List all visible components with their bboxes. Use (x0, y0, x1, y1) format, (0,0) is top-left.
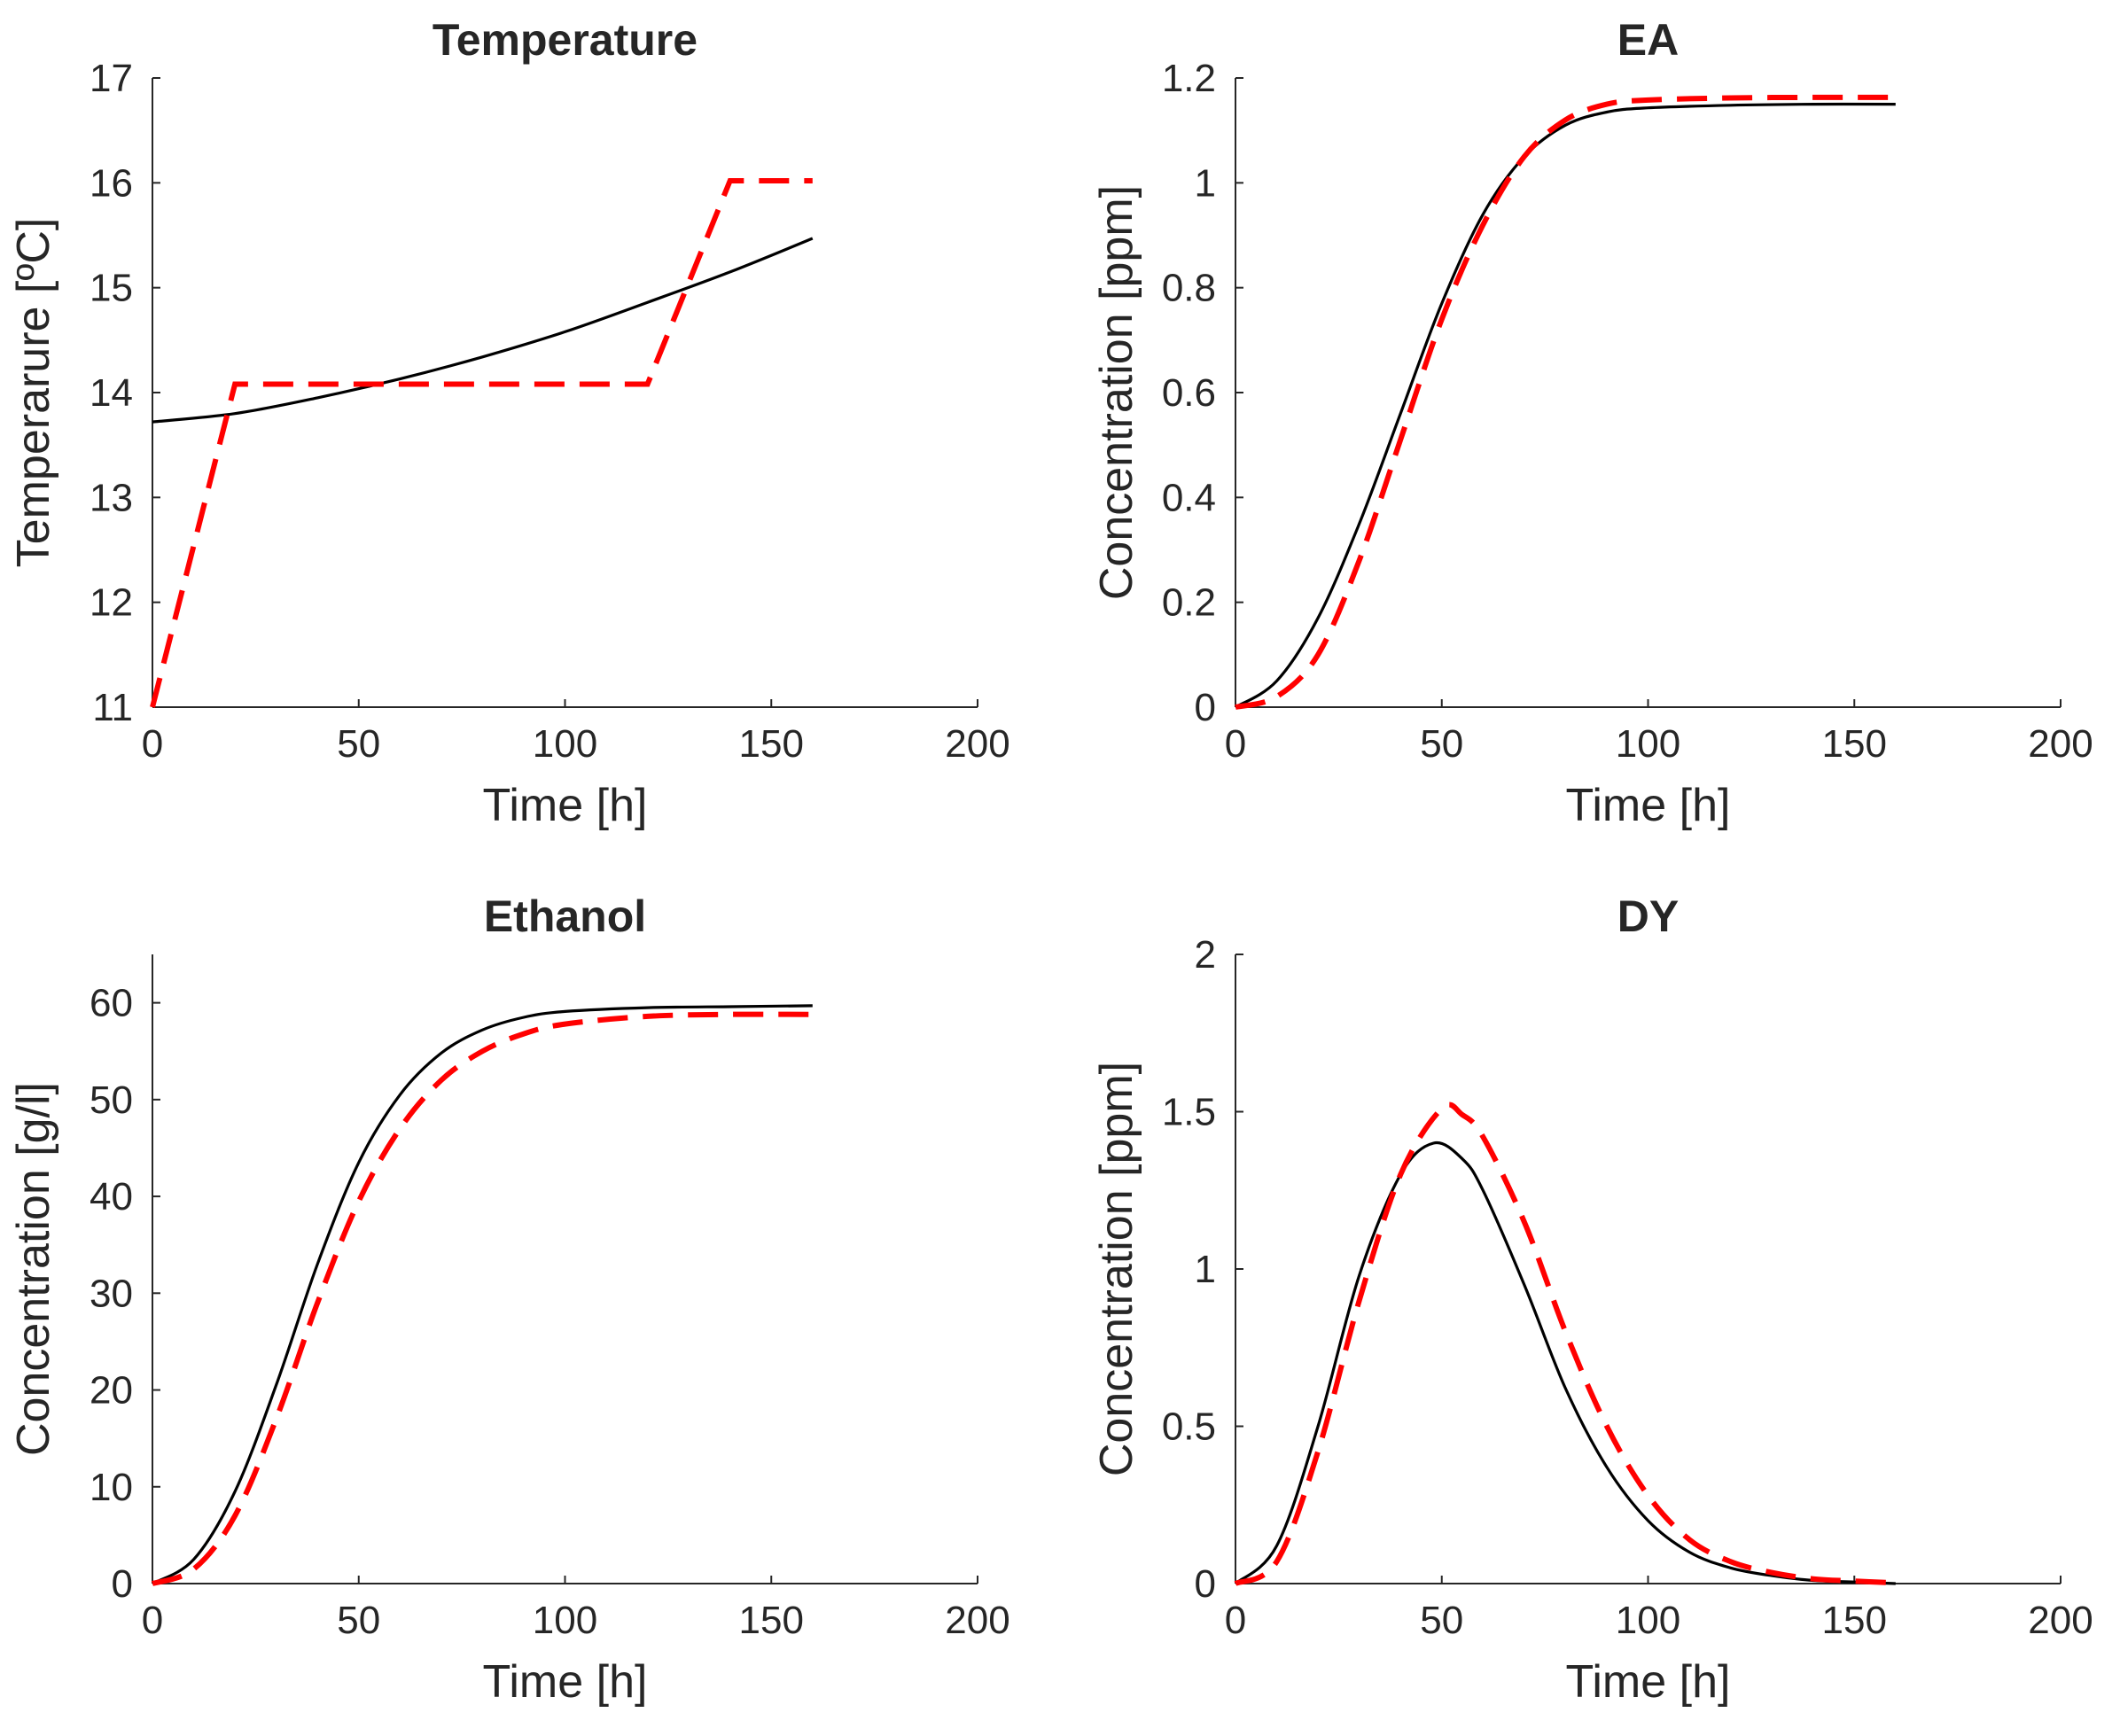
x-tick-label: 150 (739, 722, 804, 766)
x-tick-label: 0 (142, 722, 163, 766)
y-tick-label: 10 (90, 1466, 133, 1509)
y-axis-label: Concentration [g/l] (8, 1082, 59, 1456)
chart-title: Temperature (433, 15, 698, 65)
y-tick-label: 20 (90, 1369, 133, 1413)
y-tick-label: 60 (90, 982, 133, 1025)
chart-title: DY (1617, 891, 1679, 941)
x-tick-label: 150 (1822, 1599, 1887, 1642)
series-line-dashed (1235, 94, 1896, 710)
series-line-solid (1234, 1140, 1896, 1585)
series-line-solid (152, 237, 814, 424)
x-tick-label: 50 (1420, 722, 1463, 766)
chart-ea: 0 50 100 150 200 0 0.2 0.4 0.6 0.8 1 1.2 EA Time [h] C… (1091, 15, 2093, 831)
y-tick-label: 40 (90, 1175, 133, 1218)
x-tick-label: 200 (2028, 722, 2093, 766)
y-tick-label: 15 (90, 267, 133, 310)
x-tick-label: 0 (142, 1599, 163, 1642)
y-tick-label: 17 (90, 57, 133, 100)
y-tick-label: 13 (90, 476, 133, 519)
y-tick-label: 16 (90, 161, 133, 205)
x-axis-label: Time [h] (1566, 1656, 1731, 1708)
y-axis-label: Concentration [ppm] (1091, 185, 1142, 600)
series-line-solid (152, 1004, 813, 1585)
y-tick-label: 0.6 (1162, 371, 1216, 415)
y-tick-label: 14 (90, 371, 133, 415)
chart-temperature: 0 50 100 150 200 11 12 13 14 15 16 17 Temperature Tim… (8, 15, 1010, 831)
x-tick-label: 100 (533, 722, 597, 766)
y-tick-label: 11 (92, 686, 133, 729)
y-tick-label: 0.5 (1162, 1405, 1216, 1449)
y-tick-label: 30 (90, 1272, 133, 1315)
chart-title: Ethanol (484, 891, 646, 941)
x-tick-label: 100 (1616, 1599, 1680, 1642)
y-tick-label: 0 (112, 1562, 133, 1606)
y-tick-label: 1.5 (1162, 1091, 1216, 1134)
y-tick-label: 0.4 (1162, 476, 1216, 519)
x-tick-label: 150 (1822, 722, 1887, 766)
y-axis-label: Concentration [ppm] (1091, 1062, 1142, 1476)
x-tick-label: 0 (1225, 722, 1246, 766)
x-tick-label: 100 (533, 1599, 597, 1642)
y-tick-label: 0 (1195, 686, 1216, 729)
y-tick-label: 0.8 (1162, 267, 1216, 310)
chart-title: EA (1617, 15, 1679, 65)
x-tick-label: 200 (2028, 1599, 2093, 1642)
x-tick-label: 50 (337, 1599, 380, 1642)
series-line-dashed (1234, 1102, 1896, 1586)
y-tick-label: 12 (90, 581, 133, 625)
x-tick-label: 0 (1225, 1599, 1246, 1642)
y-tick-label: 0 (1195, 1562, 1216, 1606)
series-line-dashed (152, 1011, 813, 1586)
x-axis-label: Time [h] (483, 780, 648, 831)
y-tick-label: 50 (90, 1078, 133, 1122)
x-tick-label: 50 (1420, 1599, 1463, 1642)
y-tick-label: 1 (1195, 161, 1216, 205)
x-tick-label: 50 (337, 722, 380, 766)
series-line-solid (1235, 102, 1896, 709)
x-axis-label: Time [h] (483, 1656, 648, 1708)
x-tick-label: 200 (945, 1599, 1009, 1642)
y-tick-label: 1 (1195, 1248, 1216, 1291)
y-tick-label: 1.2 (1162, 57, 1216, 100)
x-axis-label: Time [h] (1566, 780, 1731, 831)
y-tick-label: 0.2 (1162, 581, 1216, 625)
x-tick-label: 100 (1616, 722, 1680, 766)
series-line-dashed (150, 178, 813, 708)
y-tick-label: 2 (1195, 933, 1216, 977)
x-tick-label: 150 (739, 1599, 804, 1642)
y-axis-label: Temperarure [ºC] (8, 218, 59, 568)
chart-ethanol: 0 50 100 150 200 0 10 20 30 40 50 60 Ethanol Time [h]… (8, 891, 1010, 1708)
x-tick-label: 200 (945, 722, 1009, 766)
chart-dy: 0 50 100 150 200 0 0.5 1 1.5 2 DY Time [h] Concentra… (1091, 891, 2093, 1708)
